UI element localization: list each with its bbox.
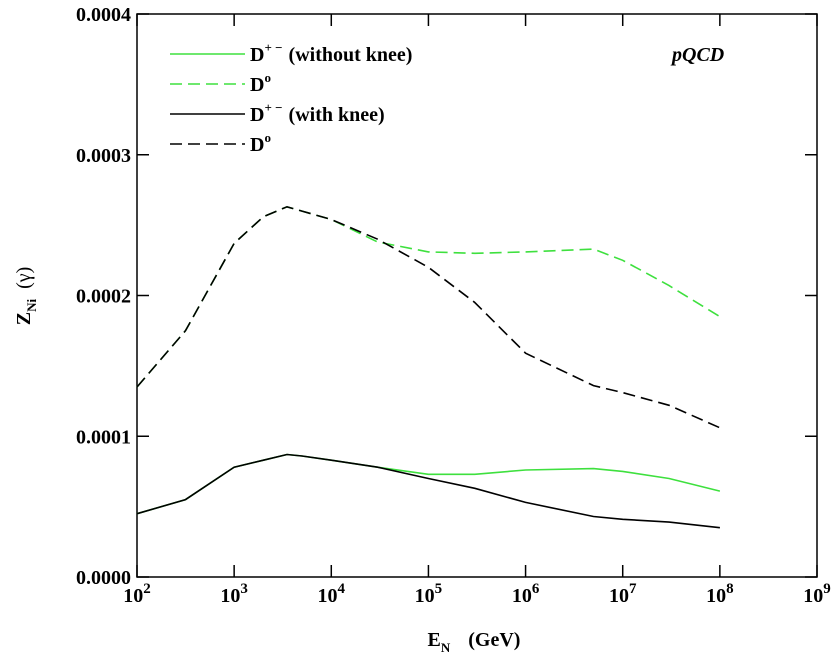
plot-frame xyxy=(136,13,818,578)
legend-label: Do xyxy=(250,130,271,156)
legend-name: D xyxy=(250,134,264,156)
x-tick-base: 10 xyxy=(512,585,532,607)
y-tick-label: 0.0000 xyxy=(76,567,131,589)
x-tick-label: 109 xyxy=(803,581,831,607)
x-tick-label: 107 xyxy=(609,581,637,607)
series-line xyxy=(136,453,720,529)
legend-name-sup: + − xyxy=(264,40,282,55)
x-tick-exponent: 7 xyxy=(629,581,637,597)
y-axis-label: ZNi (γ) xyxy=(13,267,39,326)
legend-label: Do xyxy=(250,70,271,96)
legend-name-sup: + − xyxy=(264,100,282,115)
legend-name-suffix: (with knee) xyxy=(289,104,385,126)
x-tick-label: 105 xyxy=(415,581,443,607)
annotation: pQCD xyxy=(670,44,724,66)
x-axis-label: EN (GeV) xyxy=(428,629,521,653)
y-tick-label: 0.0003 xyxy=(76,145,131,167)
x-tick-base: 10 xyxy=(123,585,143,607)
legend-name-sup: o xyxy=(264,70,271,85)
x-tick-base: 10 xyxy=(415,585,435,607)
legend-name-sup: o xyxy=(264,130,271,145)
x-tick-exponent: 8 xyxy=(726,581,734,597)
x-tick-exponent: 4 xyxy=(338,581,346,597)
legend-label: D+ − (without knee) xyxy=(250,40,412,66)
x-tick-base: 10 xyxy=(220,585,240,607)
x-tick-label: 108 xyxy=(706,581,734,607)
x-tick-label: 104 xyxy=(318,581,346,607)
y-tick-label: 0.0001 xyxy=(76,426,131,448)
y-label-rest: (γ) xyxy=(13,267,35,289)
x-tick-base: 10 xyxy=(318,585,338,607)
legend-name: D xyxy=(250,74,264,96)
x-tick-exponent: 3 xyxy=(240,581,248,597)
x-tick-label: 102 xyxy=(123,581,151,607)
x-tick-exponent: 9 xyxy=(823,581,831,597)
x-tick-label: 106 xyxy=(512,581,540,607)
legend-label: D+ − (with knee) xyxy=(250,100,385,126)
x-tick-label: 103 xyxy=(220,581,248,607)
legend-name-suffix: (without knee) xyxy=(289,44,413,66)
x-tick-exponent: 6 xyxy=(532,581,540,597)
x-tick-base: 10 xyxy=(706,585,726,607)
x-label-sub: N xyxy=(441,640,451,653)
x-tick-base: 10 xyxy=(803,585,823,607)
series-line xyxy=(136,453,721,515)
legend-name: D xyxy=(250,44,264,66)
y-label-main: Z xyxy=(13,312,35,325)
x-tick-exponent: 5 xyxy=(435,581,443,597)
x-label-main: E xyxy=(428,629,441,651)
legend-name: D xyxy=(250,104,264,126)
x-tick-base: 10 xyxy=(609,585,629,607)
series-line xyxy=(136,205,721,388)
x-label-rest: (GeV) xyxy=(468,629,520,651)
y-label-sub: Ni xyxy=(24,299,39,312)
y-tick-label: 0.0004 xyxy=(76,4,131,26)
y-tick-label: 0.0002 xyxy=(76,286,131,308)
x-tick-exponent: 2 xyxy=(143,581,151,597)
series-line xyxy=(136,205,721,429)
